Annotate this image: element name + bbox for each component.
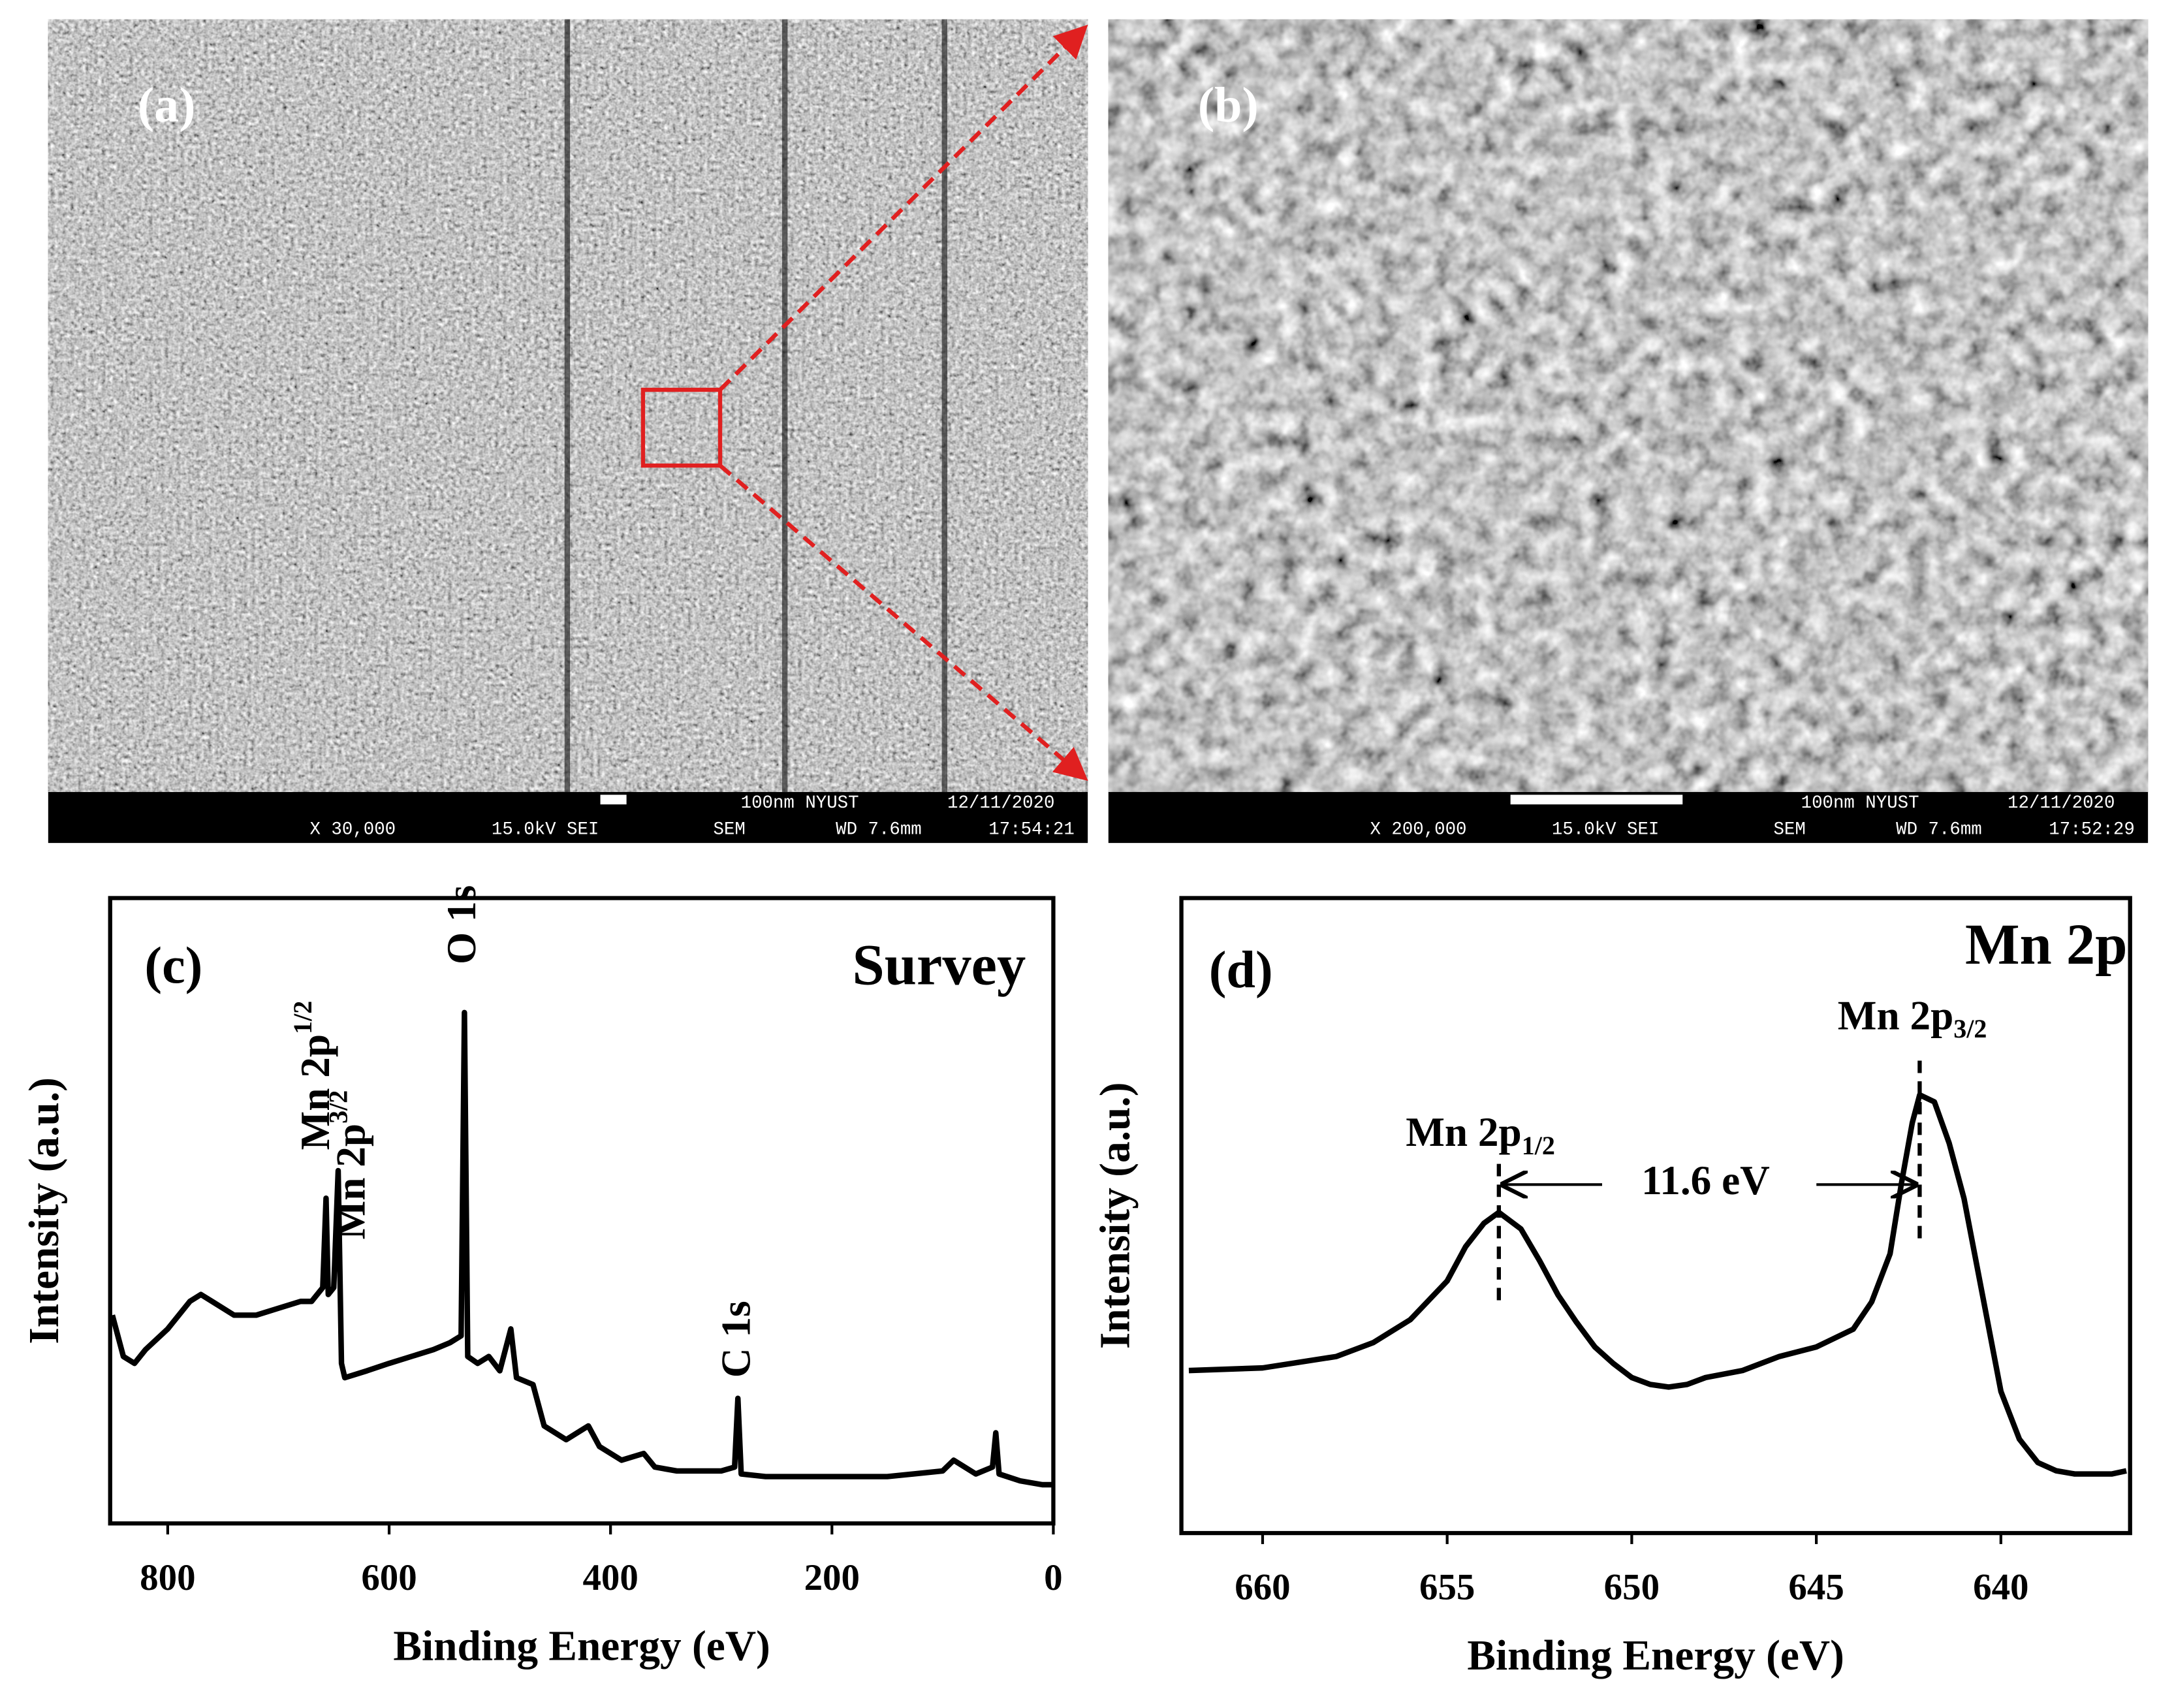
x-tick-label: 645 (1788, 1567, 1844, 1608)
annotation: C 1s (713, 1301, 759, 1378)
sem-info-bar (48, 792, 1088, 844)
panel-label: (d) (1209, 941, 1273, 999)
annotation: Mn 2p1/2 (288, 1001, 338, 1150)
plot-frame (1179, 896, 2132, 1536)
scale-bar (1510, 795, 1683, 805)
sem-info: WD 7.6mm (1896, 819, 1982, 840)
x-tick-label: 400 (582, 1557, 638, 1598)
annotation-text: Mn 2p (328, 1124, 373, 1240)
sem-info: SEM (713, 819, 745, 840)
sem-info: SEM (1773, 819, 1805, 840)
x-tick-label: 650 (1604, 1567, 1660, 1608)
x-tick-label: 800 (140, 1557, 195, 1598)
y-axis-label: Intensity (a.u.) (21, 1077, 68, 1344)
sem-info: 15.0kV SEI (492, 819, 599, 840)
annotation-sub: 3/2 (1953, 1014, 1987, 1043)
x-axis-label: Binding Energy (eV) (393, 1622, 770, 1669)
annotation: Mn 2p3/2 (1838, 992, 1987, 1044)
x-tick-label: 600 (361, 1557, 417, 1598)
annotation-text: Mn 2p (1838, 992, 1954, 1038)
plot-frame (108, 896, 1056, 1526)
panel-label: (a) (138, 78, 196, 133)
sem-info: 100nm NYUST (741, 793, 859, 814)
scale-bar (600, 795, 627, 805)
x-tick-label: 0 (1044, 1557, 1062, 1598)
sem-info: 12/11/2020 (947, 793, 1054, 814)
panel-label: (c) (144, 938, 202, 995)
x-tick-label: 655 (1419, 1567, 1475, 1608)
spectrum-line (110, 1009, 1054, 1488)
annotation-text: O 1s (439, 885, 484, 964)
annotation: Mn 2p3/2 (324, 1090, 373, 1240)
sem-info: 15.0kV SEI (1552, 819, 1659, 840)
sem-info: 17:52:29 (2049, 819, 2135, 840)
y-axis-label: Intensity (a.u.) (1092, 1082, 1139, 1349)
zoom-arrow (718, 464, 1088, 782)
annotation: 11.6 eV (1641, 1158, 1770, 1203)
x-tick-label: 640 (1973, 1567, 2028, 1608)
annotation-sub: 3/2 (324, 1090, 353, 1124)
spectrum-line (1188, 1092, 2127, 1477)
chart-title: Mn 2p (1965, 913, 2128, 977)
annotation-text: 11.6 eV (1641, 1158, 1770, 1203)
sem-info: X 30,000 (310, 819, 396, 840)
panel-label: (b) (1198, 78, 1259, 133)
chart-title: Survey (853, 934, 1026, 998)
annotation: O 1s (439, 885, 484, 964)
x-axis-label: Binding Energy (eV) (1467, 1632, 1844, 1679)
sem-info: 100nm NYUST (1801, 793, 1919, 814)
annotation-text: C 1s (713, 1301, 759, 1378)
zoom-box (640, 387, 723, 468)
annotation-text: Mn 2p (1406, 1109, 1522, 1155)
sem-info: X 200,000 (1370, 819, 1467, 840)
zoom-arrow (718, 24, 1088, 392)
sem-info: WD 7.6mm (836, 819, 922, 840)
annotation-text: Mn 2p (292, 1034, 338, 1150)
annotation-sub: 1/2 (1522, 1131, 1555, 1160)
annotation: Mn 2p1/2 (1406, 1109, 1555, 1161)
sem-info: 12/11/2020 (2008, 793, 2115, 814)
sem-info: 17:54:21 (988, 819, 1075, 840)
sem-texture-b (1108, 19, 2149, 793)
x-tick-label: 660 (1235, 1567, 1290, 1608)
annotation-sub: 1/2 (288, 1001, 317, 1034)
x-tick-label: 200 (804, 1557, 860, 1598)
